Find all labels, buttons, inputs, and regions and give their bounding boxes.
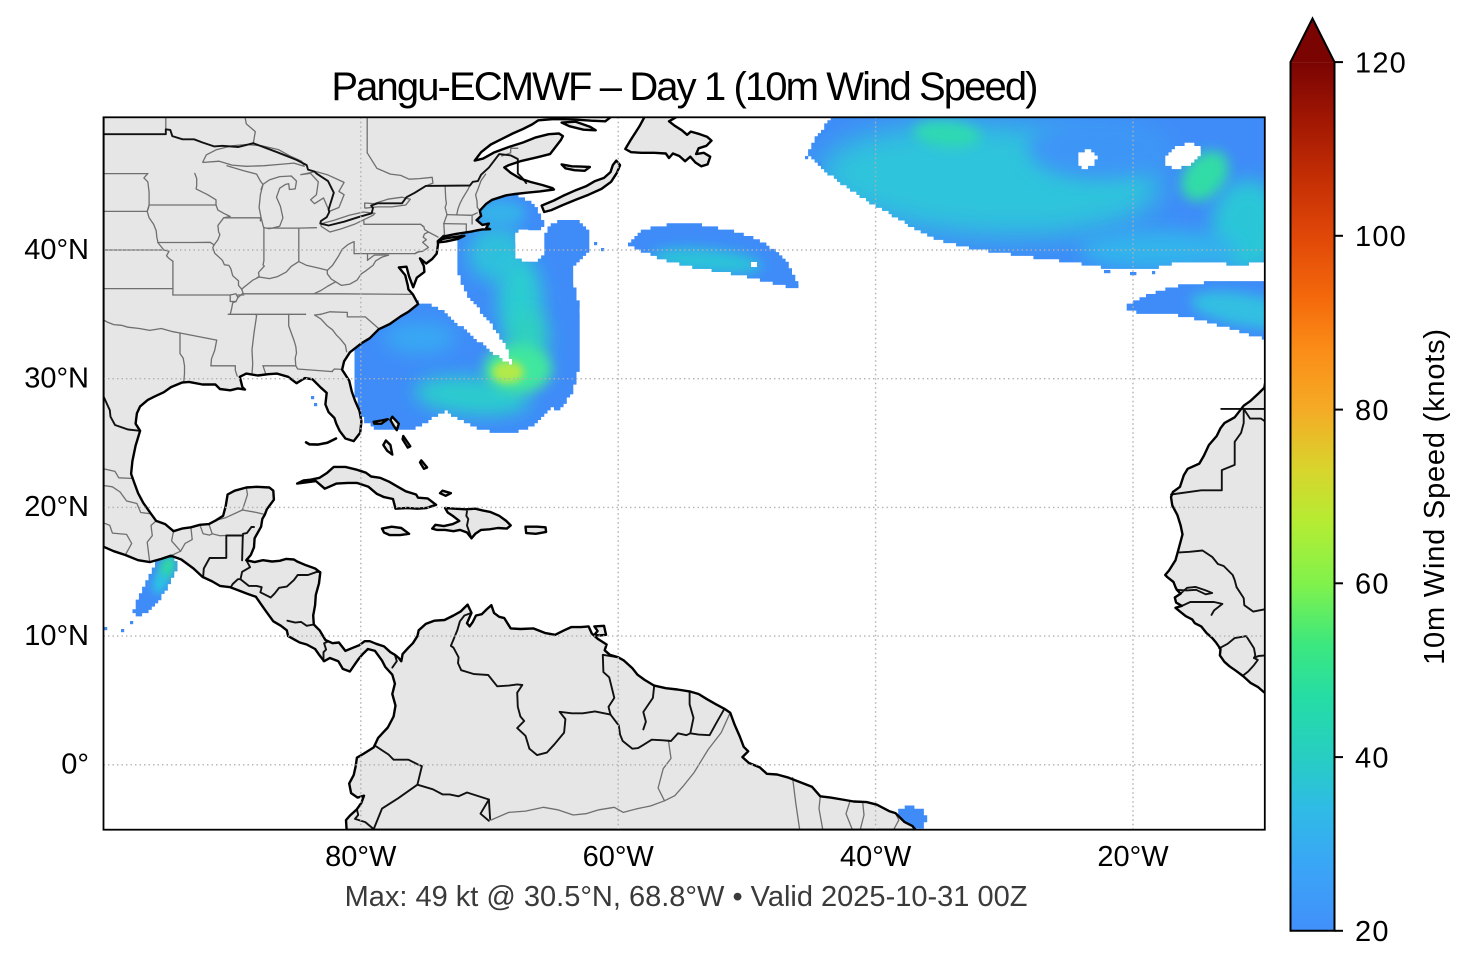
svg-text:40°N: 40°N (24, 234, 89, 266)
svg-text:0°: 0° (61, 749, 89, 781)
svg-text:60°W: 60°W (583, 841, 655, 873)
svg-text:Pangu-ECMWF – Day 1 (10m Wind: Pangu-ECMWF – Day 1 (10m Wind Speed) (331, 65, 1036, 109)
svg-text:40°W: 40°W (840, 841, 912, 873)
svg-text:10m Wind Speed (knots): 10m Wind Speed (knots) (1419, 328, 1451, 665)
svg-text:20°N: 20°N (24, 491, 89, 523)
svg-text:100: 100 (1355, 221, 1407, 253)
svg-text:20: 20 (1355, 916, 1390, 948)
svg-text:60: 60 (1355, 569, 1390, 601)
svg-text:30°N: 30°N (24, 363, 89, 395)
svg-text:20°W: 20°W (1097, 841, 1169, 873)
svg-text:40: 40 (1355, 743, 1390, 775)
svg-text:120: 120 (1355, 48, 1407, 80)
svg-text:80: 80 (1355, 395, 1390, 427)
svg-text:80°W: 80°W (325, 841, 397, 873)
svg-text:10°N: 10°N (24, 620, 89, 652)
svg-text:Max: 49 kt @ 30.5°N, 68.8°W •: Max: 49 kt @ 30.5°N, 68.8°W • Valid 2025… (345, 881, 1028, 913)
